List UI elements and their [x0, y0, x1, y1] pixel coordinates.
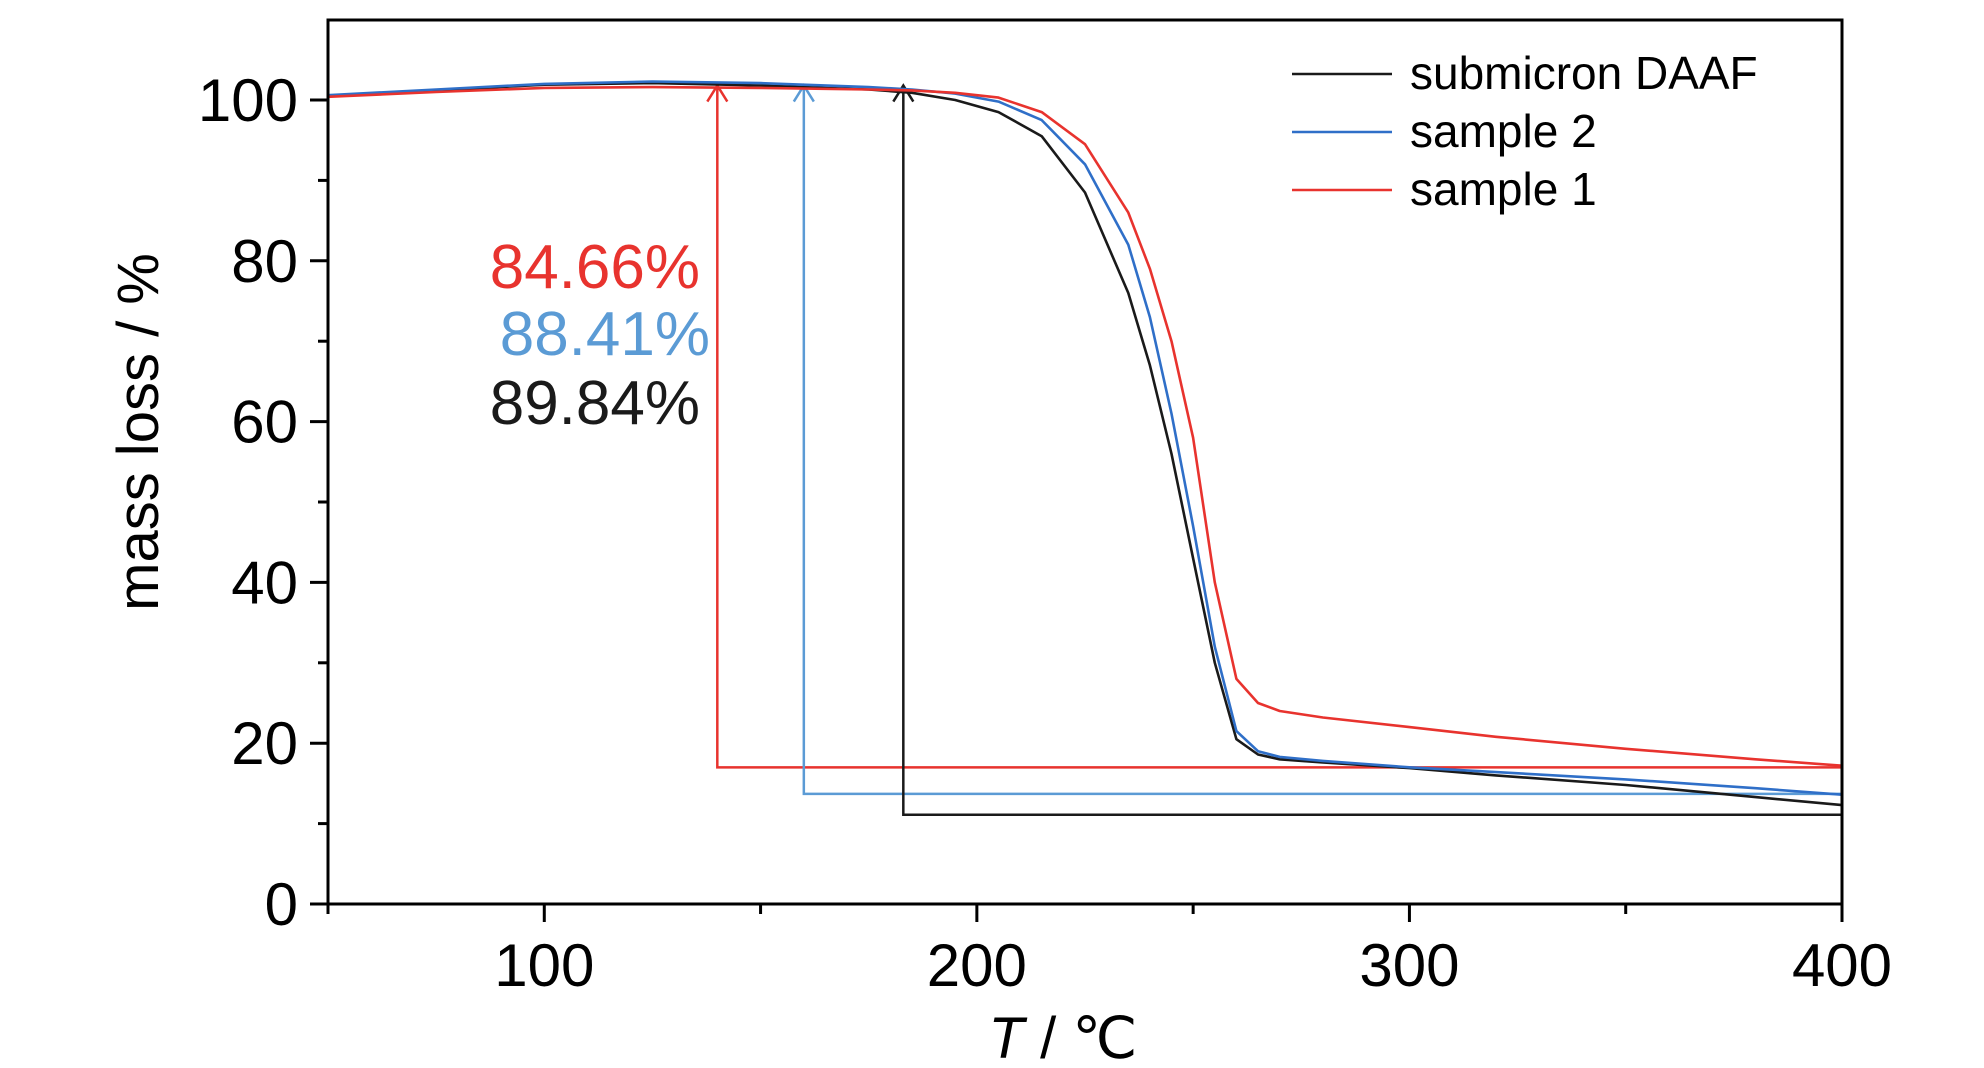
y-axis-title: mass loss / %	[106, 253, 171, 611]
series-line	[327, 80, 1843, 796]
y-tick-label: 100	[198, 67, 298, 134]
annotation-arrow-head	[892, 83, 915, 103]
annotation-label: 89.84%	[490, 369, 700, 438]
annotation-labels: 84.66%88.41%89.84%	[490, 233, 710, 438]
annotation-arrow-line	[802, 85, 1842, 796]
legend-label: sample 2	[1410, 105, 1597, 157]
x-tick-label: 400	[1792, 932, 1892, 999]
plot-frame	[326, 18, 1844, 906]
annotation-label: 84.66%	[490, 233, 700, 302]
tick-labels: 0 20 40 60 80 100 100 200 300 400	[198, 67, 1892, 999]
legend: submicron DAAF sample 2 sample 1	[1292, 47, 1758, 215]
x-tick-label: 200	[927, 932, 1027, 999]
annotation-arrow-line	[716, 85, 1842, 769]
series-lines	[327, 80, 1843, 807]
axis-ticks	[310, 98, 1844, 922]
y-tick-label: 20	[231, 710, 298, 777]
x-axis-unit: / ℃	[1024, 1006, 1137, 1063]
series-line	[327, 81, 1843, 807]
annotation-arrow-line	[902, 85, 1842, 817]
x-axis-title: T / ℃	[989, 1006, 1138, 1063]
legend-label: sample 1	[1410, 163, 1597, 215]
y-tick-label: 60	[231, 389, 298, 456]
y-tick-label: 40	[231, 549, 298, 616]
y-tick-label: 80	[231, 228, 298, 295]
x-axis-var: T	[989, 1006, 1028, 1063]
legend-label: submicron DAAF	[1410, 47, 1758, 99]
x-tick-label: 300	[1359, 932, 1459, 999]
annotation-label: 88.41%	[500, 300, 710, 369]
x-tick-label: 100	[494, 932, 594, 999]
annotation-lines	[706, 83, 1842, 817]
series-line	[327, 85, 1843, 767]
y-tick-label: 0	[265, 871, 298, 938]
